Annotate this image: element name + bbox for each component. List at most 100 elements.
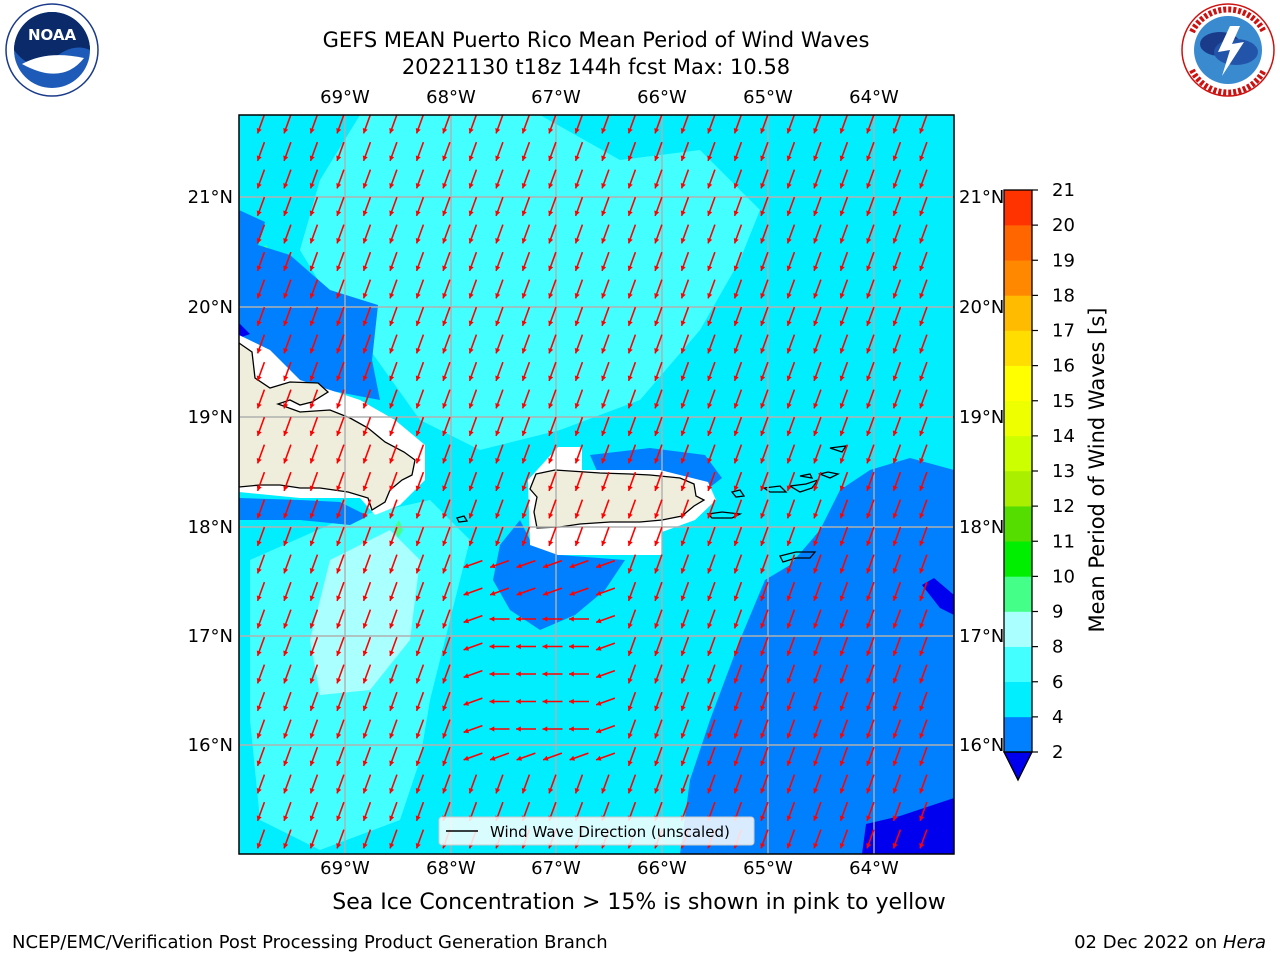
wind-wave-arrow [813, 829, 822, 849]
wind-wave-arrow [627, 499, 637, 519]
wind-wave-arrow [442, 664, 451, 684]
wind-wave-arrow [389, 279, 398, 299]
wave-period-zone-under-2-a [862, 798, 954, 854]
wind-wave-arrow [495, 279, 504, 299]
wind-wave-arrow [866, 526, 875, 547]
wind-wave-arrow [336, 224, 345, 244]
wind-wave-arrow [627, 389, 637, 409]
wind-wave-arrow [389, 169, 398, 189]
wind-wave-arrow [521, 499, 531, 519]
wind-wave-arrow [919, 224, 928, 244]
wind-wave-arrow [839, 691, 849, 712]
wind-wave-arrow [919, 196, 928, 217]
wind-wave-arrow [627, 581, 637, 602]
wind-wave-arrow [362, 306, 372, 327]
lon-label-top: 65°W [743, 87, 793, 108]
wind-wave-arrow [521, 306, 531, 327]
wind-wave-arrow [495, 499, 504, 519]
wind-wave-arrow [569, 587, 589, 596]
wind-wave-arrow [760, 691, 769, 712]
wind-wave-arrow [442, 746, 451, 767]
wind-wave-arrow [760, 746, 769, 767]
wind-wave-arrow [680, 636, 690, 657]
wind-wave-arrow [574, 169, 584, 189]
wind-wave-arrow [548, 389, 557, 409]
wind-wave-arrow [892, 554, 902, 574]
wind-wave-arrow [892, 581, 902, 602]
wind-wave-arrow [892, 609, 902, 629]
wind-wave-arrow [362, 609, 372, 629]
wind-wave-arrow [521, 141, 531, 162]
wind-wave-arrow [256, 471, 266, 492]
wind-wave-arrow [256, 609, 266, 629]
wind-wave-arrow [892, 471, 902, 492]
lat-label-right: 18°N [959, 517, 1004, 538]
wind-wave-arrow [786, 279, 796, 299]
wind-wave-arrow [627, 361, 637, 382]
wind-wave-arrow [336, 251, 345, 272]
wind-wave-arrow [256, 115, 266, 134]
wind-wave-arrow [283, 554, 292, 574]
wind-wave-arrow [601, 141, 610, 162]
wind-wave-arrow [601, 499, 610, 519]
wind-wave-arrow [521, 471, 531, 492]
wind-wave-arrow [786, 526, 796, 547]
wind-wave-arrow [309, 306, 319, 327]
wind-wave-arrow [389, 829, 398, 849]
wind-wave-arrow [468, 361, 478, 382]
wind-wave-arrow [389, 719, 398, 739]
wind-wave-arrow [362, 444, 372, 464]
wind-wave-arrow [516, 726, 536, 732]
wind-wave-arrow [919, 444, 928, 464]
wind-wave-arrow [601, 444, 610, 464]
wind-wave-arrow [786, 334, 796, 354]
noaa-logo-text: NOAA [28, 26, 77, 44]
wind-wave-arrow [442, 691, 451, 712]
wind-wave-arrow [786, 389, 796, 409]
colorbar-segment [1004, 611, 1032, 647]
wind-wave-arrow [442, 334, 451, 354]
colorbar-segment [1004, 646, 1032, 683]
wind-wave-arrow [595, 669, 616, 679]
wind-wave-arrow [442, 115, 451, 134]
wind-wave-arrow [786, 224, 796, 244]
wind-wave-arrow [654, 224, 663, 244]
colorbar-tick-label: 17 [1052, 321, 1075, 342]
wind-wave-arrow [813, 719, 822, 739]
lat-label-right: 21°N [959, 187, 1004, 208]
wind-wave-arrow [866, 471, 875, 492]
wind-wave-arrow [362, 169, 372, 189]
wind-wave-arrow [442, 609, 451, 629]
wind-wave-arrow [256, 361, 266, 382]
wind-wave-arrow [627, 746, 637, 767]
colorbar-tick-label: 20 [1052, 215, 1075, 236]
wind-wave-arrow [442, 554, 451, 574]
wind-wave-arrow [283, 526, 292, 547]
wind-wave-arrow [760, 664, 769, 684]
wind-wave-arrow [866, 746, 875, 767]
wind-wave-arrow [309, 334, 319, 354]
wind-wave-arrow [548, 141, 557, 162]
wind-wave-arrow [813, 444, 822, 464]
lat-label-left: 20°N [188, 297, 233, 318]
wind-wave-arrow [839, 636, 849, 657]
wind-wave-arrow [813, 664, 822, 684]
wind-wave-arrow [521, 774, 531, 794]
wind-wave-arrow [654, 361, 663, 382]
wind-wave-arrow [548, 774, 557, 794]
wind-wave-arrow [415, 169, 425, 189]
wind-wave-arrow [548, 471, 557, 492]
wind-wave-arrow [627, 169, 637, 189]
wind-wave-arrow [283, 361, 292, 382]
wind-wave-arrow [362, 581, 372, 602]
wind-wave-arrow [601, 526, 610, 547]
wind-wave-arrow [601, 251, 610, 272]
wind-wave-arrow [839, 829, 849, 849]
wind-wave-arrow [521, 416, 531, 437]
wind-wave-arrow [362, 471, 372, 492]
wind-wave-arrow [495, 141, 504, 162]
wind-wave-arrow [601, 224, 610, 244]
wind-wave-arrow [813, 774, 822, 794]
wind-wave-arrow [442, 416, 451, 437]
wind-wave-arrow [415, 279, 425, 299]
